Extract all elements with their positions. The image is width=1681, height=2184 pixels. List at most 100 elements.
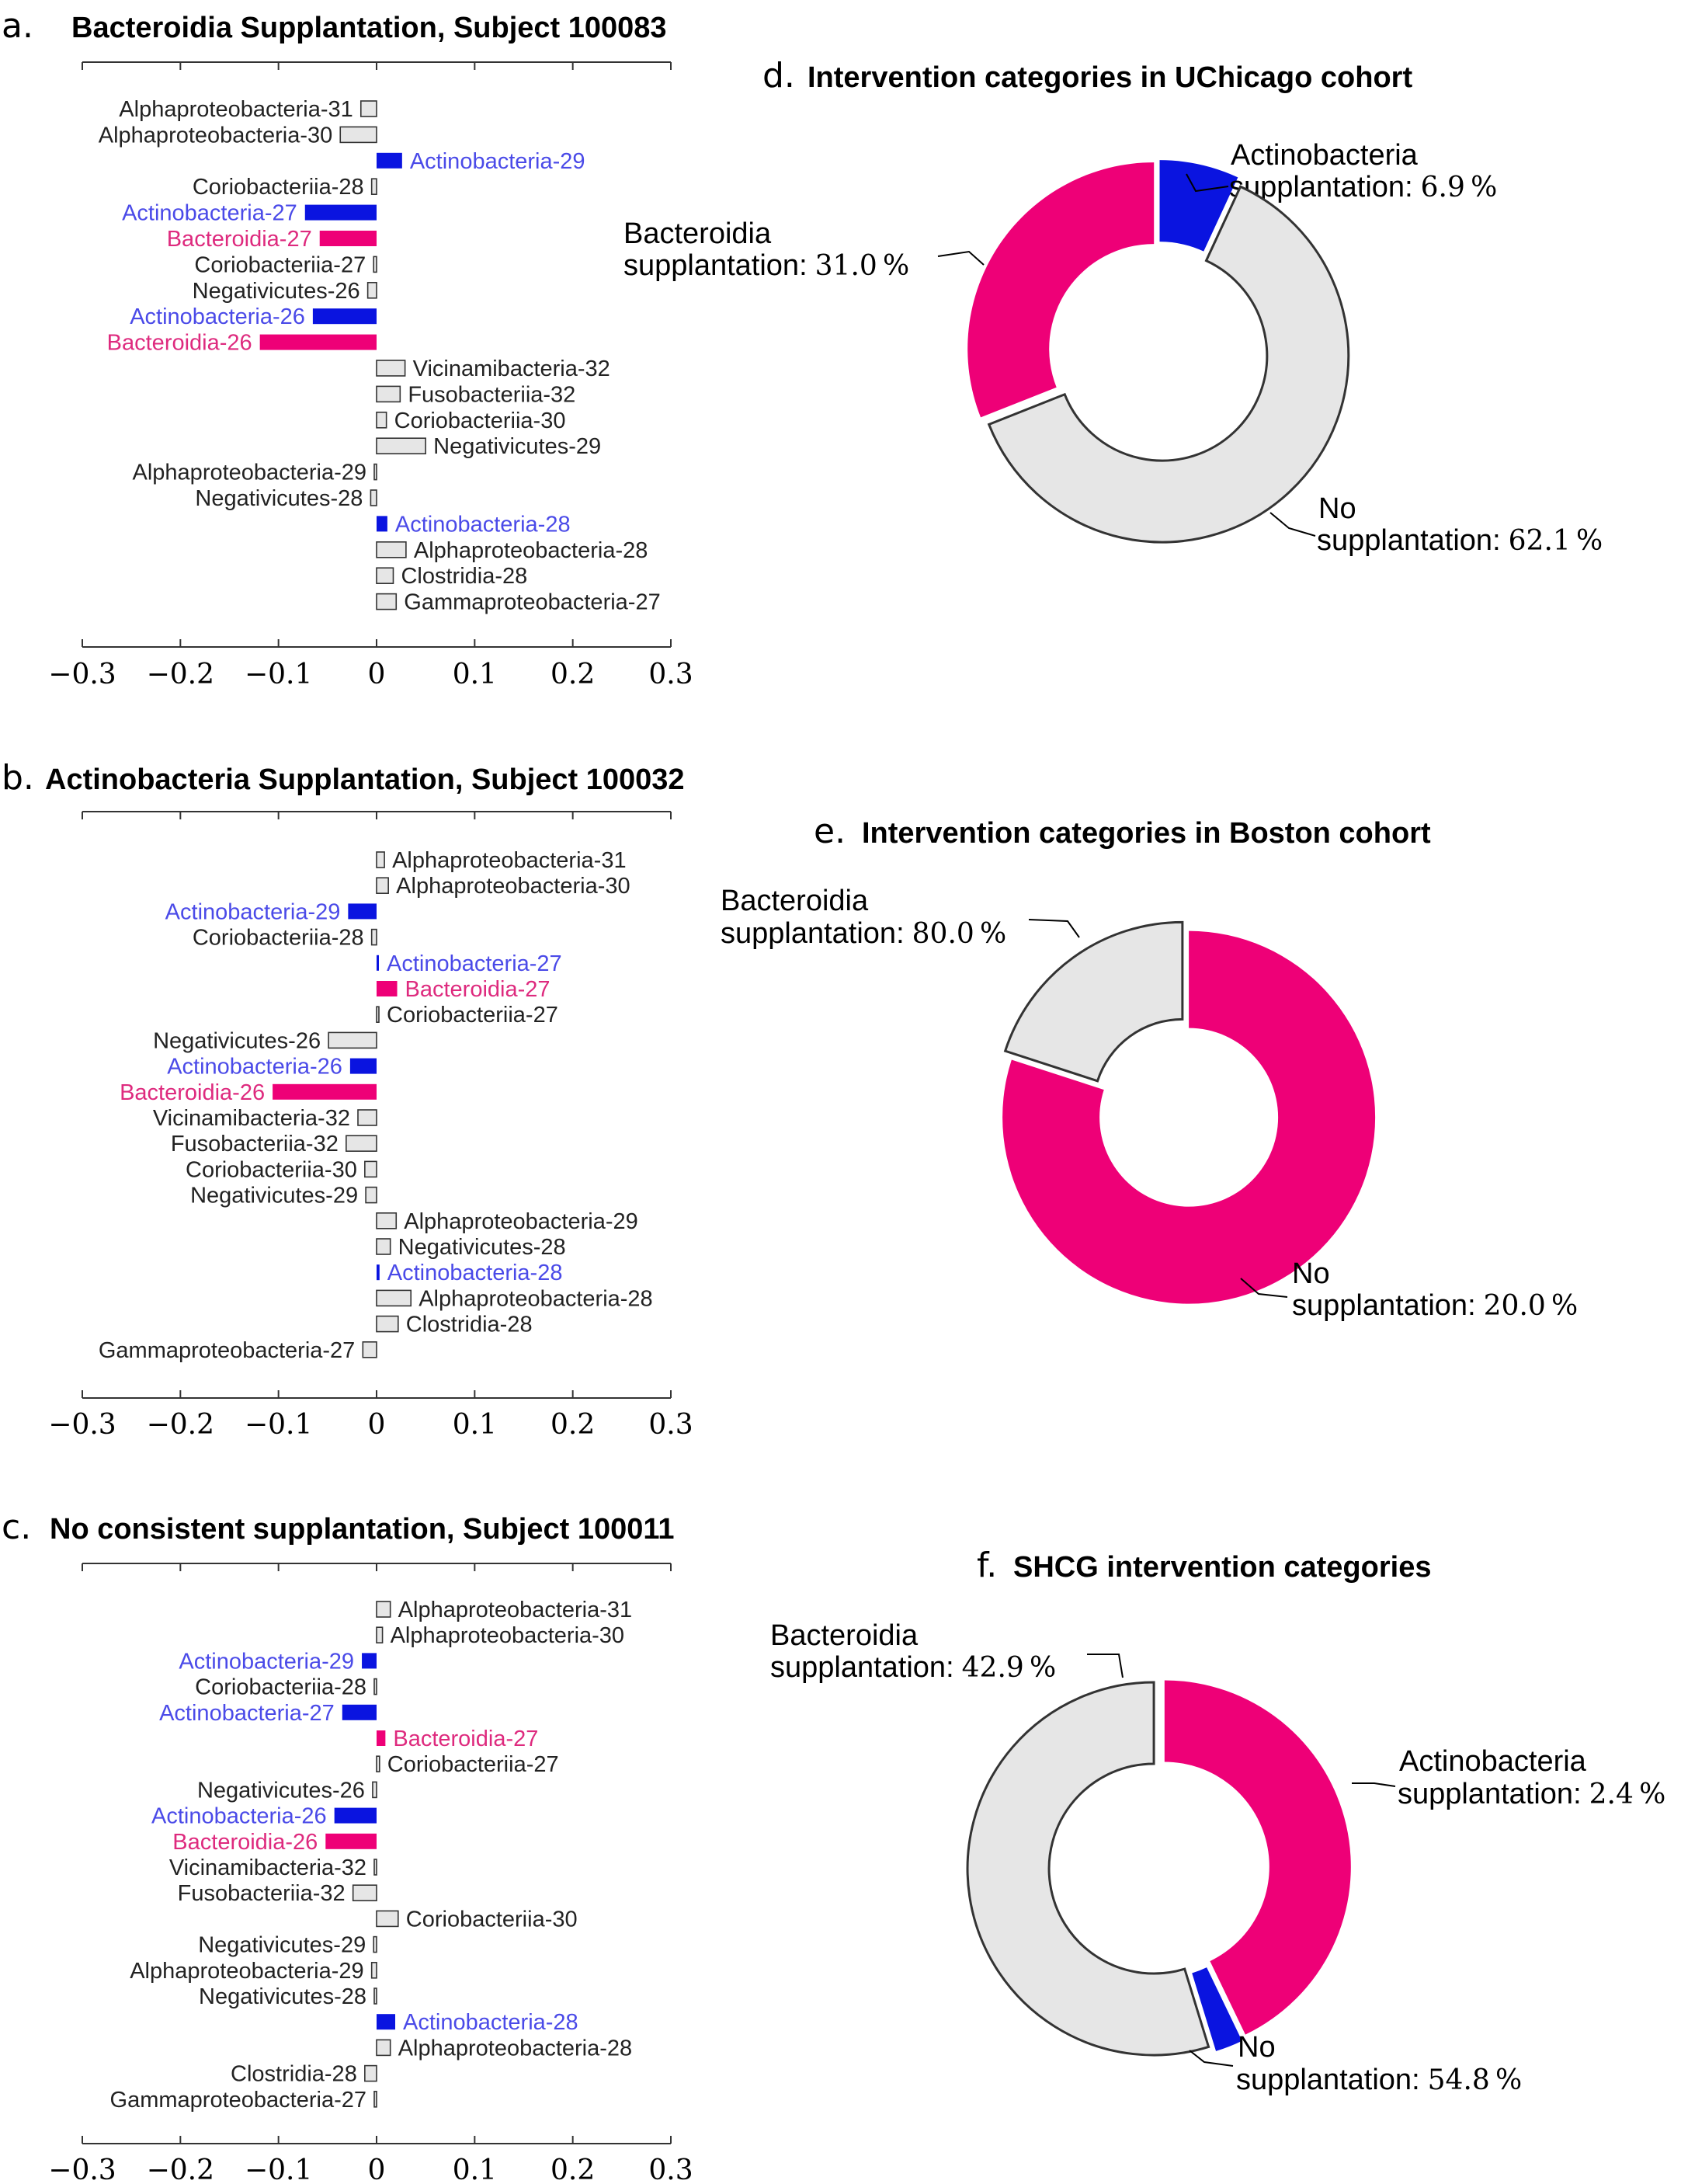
bar-label: Actinobacteria-29	[410, 149, 585, 174]
slice-bacteroidia-supplantation	[1164, 1680, 1351, 2035]
bar-bacteroidia-26	[273, 1083, 377, 1100]
slice-percent: 31.0 %	[815, 250, 910, 282]
bar-label: Bacteroidia-27	[167, 227, 312, 252]
bar-alphaproteobacteria-28	[376, 2039, 391, 2057]
bar-label: Alphaproteobacteria-30	[99, 123, 332, 148]
slice-label: Actinobacteria	[1231, 139, 1419, 172]
bar-label: Vicinamibacteria-32	[169, 1855, 366, 1880]
bar-label: Negativicutes-29	[433, 434, 601, 459]
bar-actinobacteria-26	[334, 1807, 377, 1824]
bar-vicinamibacteria-32	[376, 360, 406, 377]
bar-chart-c: c. No consistent supplantation, Subject 1…	[2, 1508, 693, 2184]
leader-line	[1186, 173, 1229, 193]
bar-alphaproteobacteria-31	[359, 100, 377, 117]
bar-label: Bacteroidia-26	[172, 1830, 318, 1855]
bar-label: Gammaproteobacteria-27	[99, 1338, 355, 1363]
bar-label: Fusobacteriia-32	[178, 1881, 346, 1906]
bar-label: Actinobacteria-28	[395, 512, 571, 537]
leader-line	[937, 250, 985, 266]
bar-label: Actinobacteria-26	[167, 1055, 342, 1080]
bar-gammaproteobacteria-27	[376, 593, 398, 610]
bar-label: Negativicutes-26	[197, 1778, 365, 1803]
bar-gammaproteobacteria-27	[362, 1341, 377, 1358]
slice-percent: 80.0 %	[912, 918, 1007, 950]
bar-label: Negativicutes-29	[198, 1933, 366, 1958]
panel-letter-e: e.	[814, 812, 846, 851]
bar-label: Clostridia-28	[406, 1313, 533, 1337]
bar-label: Alphaproteobacteria-31	[398, 1598, 632, 1622]
slice-percent: 2.4 %	[1589, 1779, 1666, 1810]
x-tick-label: 0.1	[453, 659, 497, 690]
slice-bacteroidia-supplantation	[1002, 930, 1376, 1304]
bar-chart-b: b. Actinobacteria Supplantation, Subject …	[2, 758, 693, 1441]
bar-negativicutes-29	[365, 1186, 377, 1204]
x-tick-label: −0.3	[48, 2154, 116, 2184]
bar-negativicutes-29	[373, 1935, 377, 1953]
bar-coriobacteriia-28	[370, 928, 377, 946]
bar-label: Alphaproteobacteria-29	[130, 1959, 363, 1984]
donut-chart-e: e. Intervention categories in Boston coho…	[721, 812, 1578, 1322]
slice-label-line2: supplantation:	[1398, 1778, 1582, 1810]
bar-label: Actinobacteria-28	[403, 2010, 578, 2035]
bar-fusobacteriia-32	[346, 1135, 377, 1152]
x-tick-label: 0	[368, 2154, 386, 2184]
bar-clostridia-28	[376, 1315, 399, 1333]
bar-negativicutes-26	[328, 1031, 377, 1049]
bar-label: Negativicutes-26	[153, 1028, 321, 1053]
slice-label-pct: supplantation: 54.8 %	[1236, 2064, 1522, 2096]
bar-bacteroidia-27	[319, 231, 377, 246]
bar-label: Alphaproteobacteria-28	[414, 538, 648, 563]
bar-actinobacteria-28	[377, 516, 387, 532]
leader-line	[1352, 1782, 1396, 1787]
slice-no-supplantation	[1003, 920, 1184, 1083]
bar-clostridia-28	[364, 2064, 377, 2082]
slice-percent: 20.0 %	[1484, 1290, 1579, 1322]
bar-alphaproteobacteria-28	[376, 1289, 412, 1307]
bar-label: Negativicutes-28	[398, 1235, 566, 1260]
x-tick-label: 0.1	[453, 1409, 497, 1441]
bar-coriobacteriia-28	[373, 1678, 377, 1695]
slice-label-pct: supplantation: 42.9 %	[770, 1651, 1056, 1684]
bar-label: Negativicutes-28	[195, 486, 363, 511]
bar-coriobacteriia-27	[373, 256, 377, 273]
bar-negativicutes-26	[366, 281, 377, 299]
bar-label: Actinobacteria-27	[122, 201, 297, 226]
bar-coriobacteriia-27	[376, 1006, 380, 1023]
slice-label: Bacteroidia	[721, 885, 869, 917]
panel-title-e: Intervention categories in Boston cohort	[862, 817, 1431, 850]
bar-alphaproteobacteria-29	[370, 1962, 377, 1979]
x-tick-label: 0	[368, 659, 386, 690]
panel-letter-a: a.	[2, 6, 33, 46]
slice-percent: 62.1 %	[1509, 525, 1603, 557]
bar-coriobacteriia-28	[370, 178, 377, 195]
slice-no-supplantation	[966, 1681, 1210, 2057]
bar-fusobacteriia-32	[352, 1884, 377, 1901]
bar-label: Bacteroidia-27	[405, 977, 550, 1002]
bar-gammaproteobacteria-27	[373, 2091, 377, 2108]
bar-label: Vicinamibacteria-32	[413, 356, 610, 381]
donut-chart-d: d. Intervention categories in UChicago co…	[623, 56, 1603, 557]
bar-label: Vicinamibacteria-32	[153, 1106, 350, 1131]
slice-label-pct: supplantation: 62.1 %	[1317, 524, 1603, 557]
bar-label: Actinobacteria-26	[130, 304, 305, 329]
bar-coriobacteriia-30	[376, 1910, 399, 1928]
x-tick-label: 0.2	[550, 1409, 595, 1441]
bar-label: Actinobacteria-27	[159, 1701, 335, 1726]
slice-label-pct: supplantation: 31.0 %	[623, 249, 909, 282]
x-tick-label: −0.3	[48, 1409, 116, 1441]
panel-title-a: Bacteroidia Supplantation, Subject 10008…	[71, 12, 667, 44]
bar-label: Alphaproteobacteria-28	[398, 2036, 632, 2061]
bar-bacteroidia-27	[377, 981, 398, 996]
bar-actinobacteria-27	[342, 1704, 377, 1720]
x-tick-label: −0.1	[245, 2154, 312, 2184]
x-tick-label: −0.2	[147, 1409, 214, 1441]
x-tick-label: 0.1	[453, 2154, 497, 2184]
slice-bacteroidia-supplantation	[967, 162, 1155, 418]
slice-label: Bacteroidia	[770, 1619, 919, 1652]
bar-actinobacteria-29	[362, 1653, 377, 1669]
bar-label: Actinobacteria-26	[151, 1804, 327, 1829]
slice-percent: 6.9 %	[1421, 172, 1498, 203]
bar-alphaproteobacteria-29	[373, 463, 377, 481]
panel-title-b: Actinobacteria Supplantation, Subject 10…	[45, 763, 685, 796]
